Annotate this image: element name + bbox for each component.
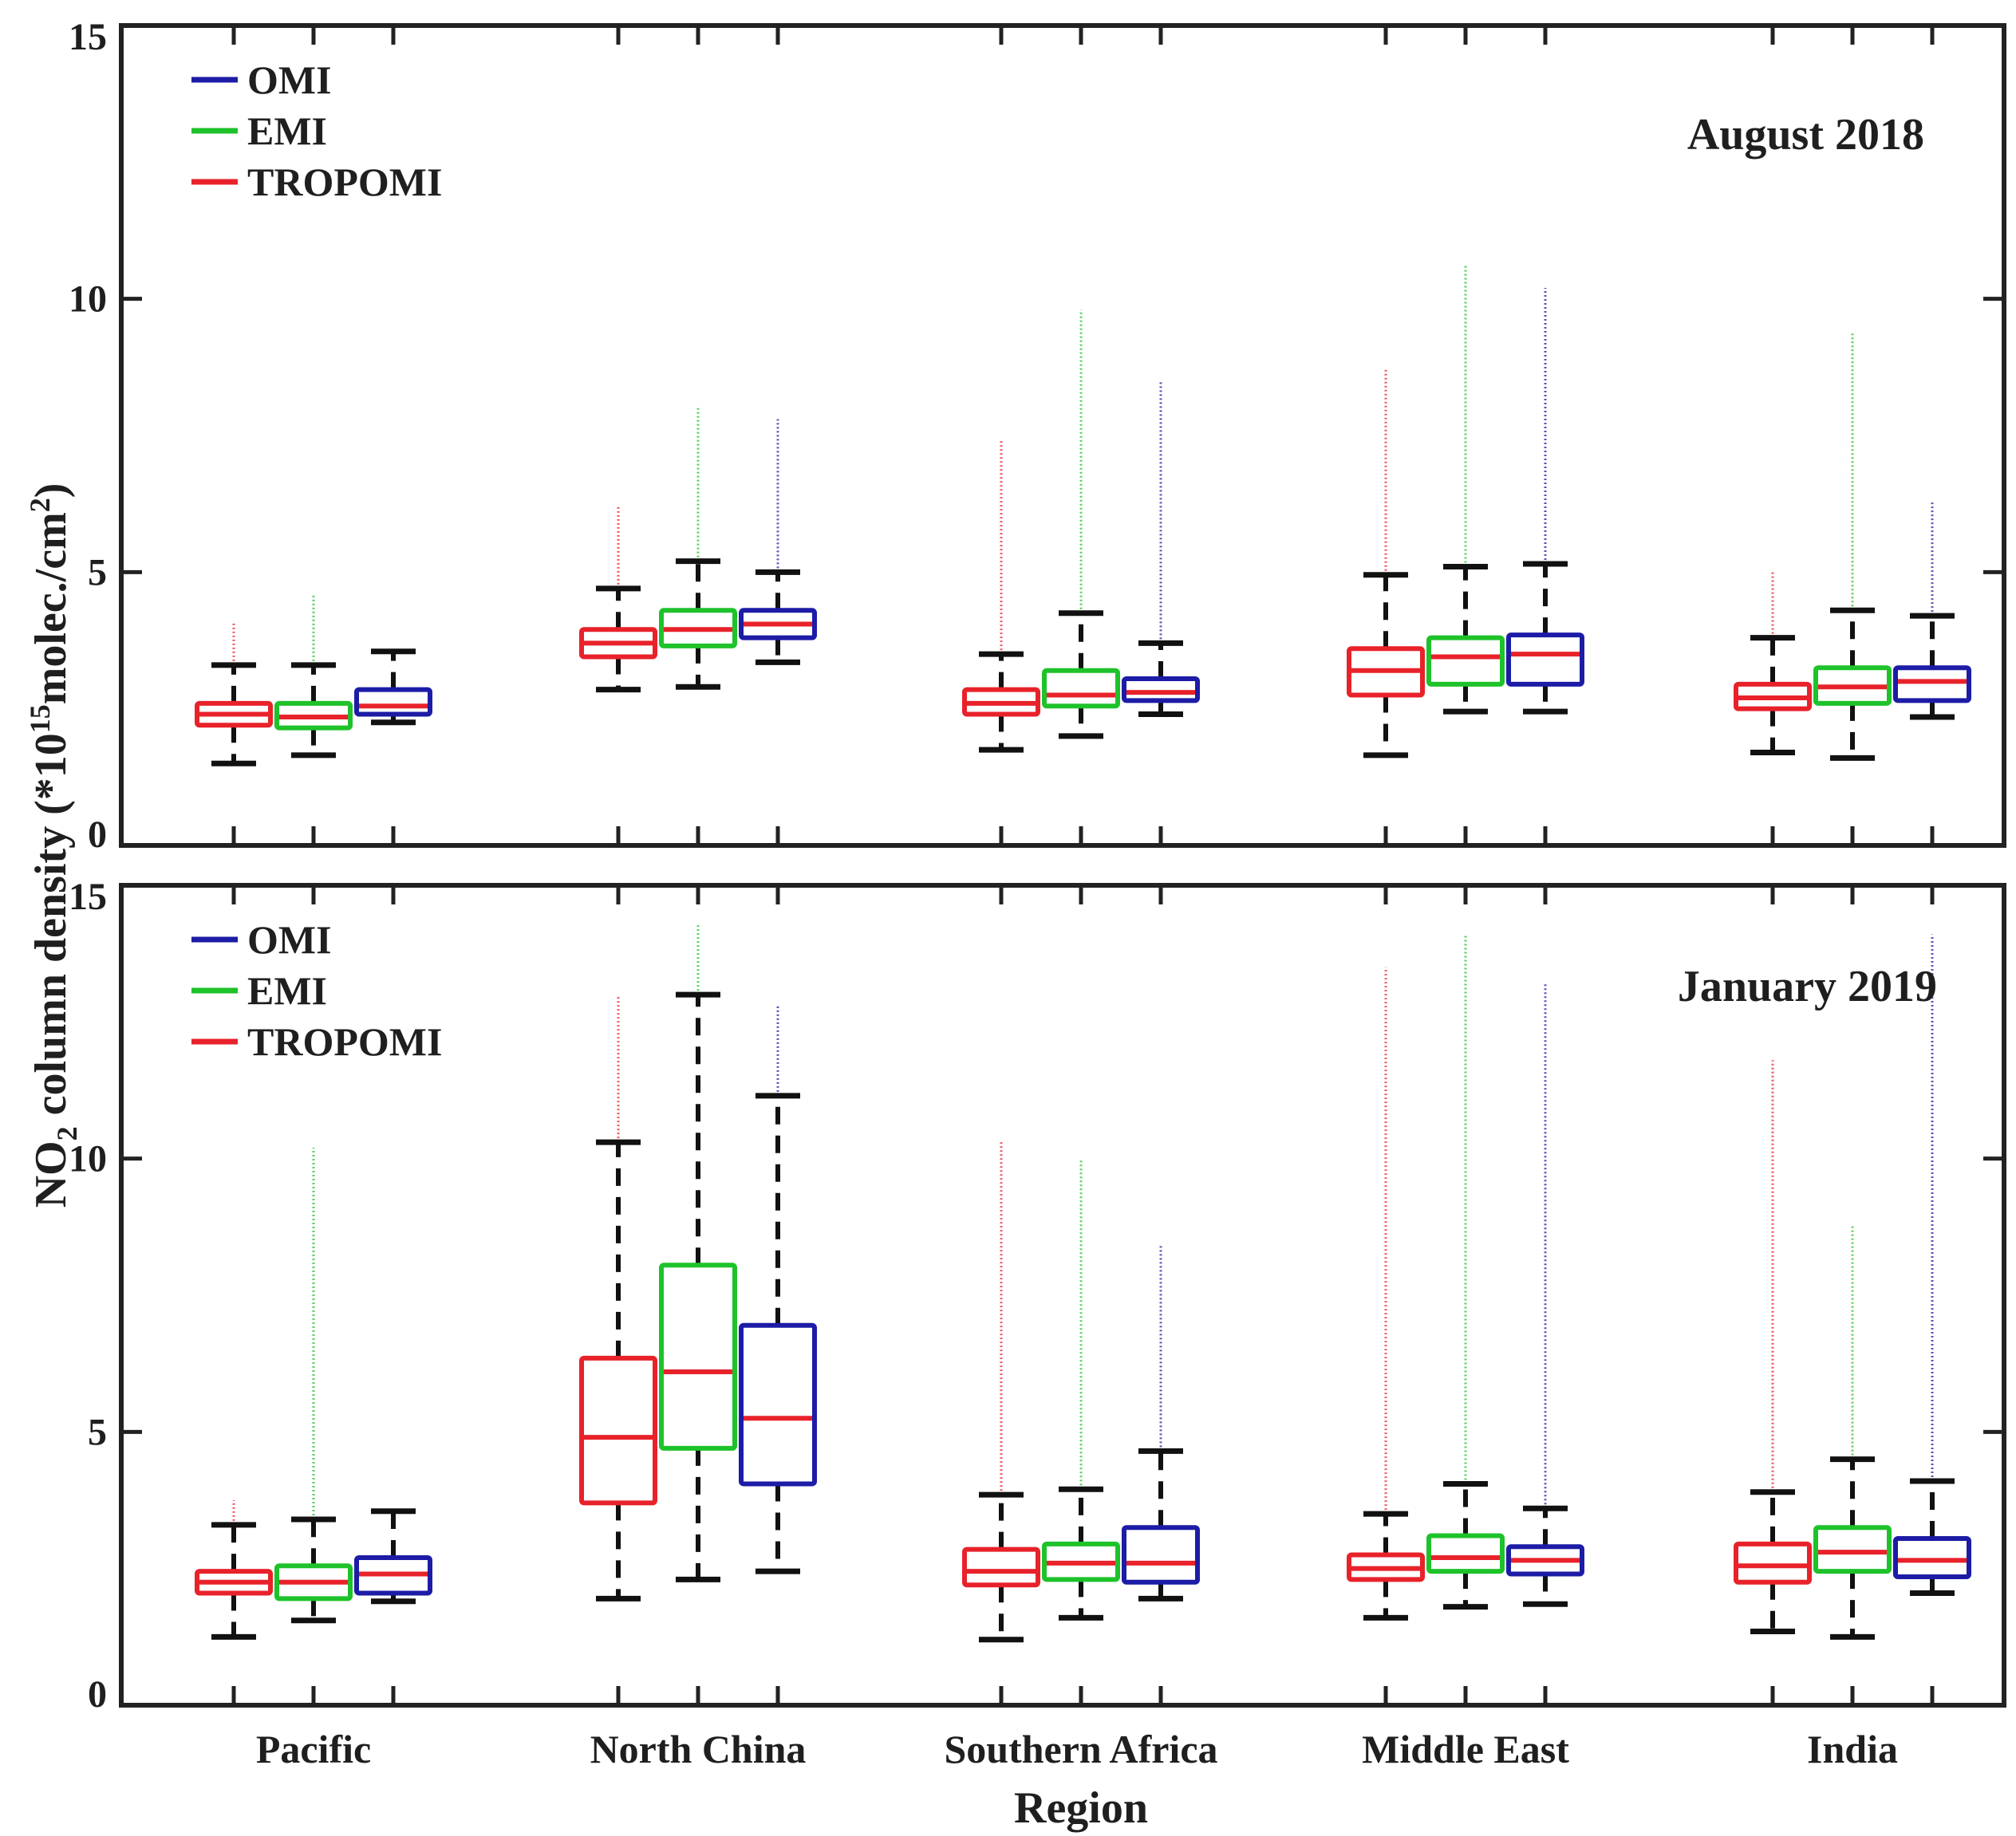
y-tick-label: 10	[69, 278, 107, 321]
y-axis-label: NO2 column density (*1015molec./cm2)	[24, 483, 83, 1208]
box-india-emi	[1813, 1525, 1892, 1574]
ylabel-post1: molec./cm	[26, 512, 76, 704]
box-north-china-tropomi	[579, 1355, 657, 1506]
y-tick-label: 15	[69, 876, 107, 918]
legend-label-emi: EMI	[247, 108, 327, 153]
box-india-omi	[1893, 665, 1971, 703]
ylabel-sup1: 15	[24, 704, 56, 733]
ylabel-sub: 2	[51, 1126, 83, 1141]
box-southern-africa-omi	[1122, 1525, 1200, 1585]
legend-label-omi: OMI	[247, 57, 332, 102]
legend-label-tropomi: TROPOMI	[247, 1019, 442, 1064]
box-north-china-omi	[739, 1322, 817, 1487]
box-north-china-emi	[659, 1263, 737, 1451]
axes-frame	[119, 23, 2006, 848]
panel-title: August 2018	[1687, 110, 1924, 160]
y-tick-label: 5	[88, 551, 107, 593]
x-tick-labels: Pacific North China Southern Africa Middle …	[256, 1727, 1898, 1771]
ylabel-pre: NO	[26, 1141, 76, 1208]
box-pacific-omi	[354, 687, 432, 717]
legend-label-tropomi: TROPOMI	[247, 160, 442, 204]
x-tick-label-india: India	[1807, 1727, 1898, 1771]
panel-title: January 2019	[1678, 962, 1937, 1011]
x-tick-label-southern-africa: Southern Africa	[944, 1727, 1217, 1771]
x-tick-label-north-china: North China	[590, 1727, 807, 1771]
box-southern-africa-emi	[1042, 668, 1120, 709]
x-axis-label: Region	[1014, 1783, 1148, 1833]
box-india-omi	[1893, 1535, 1971, 1579]
x-tick-label-pacific: Pacific	[256, 1727, 371, 1771]
y-tick-label: 10	[69, 1138, 107, 1180]
ylabel-end: )	[26, 483, 76, 498]
y-tick-label: 5	[88, 1411, 107, 1453]
panel-august-2018: 0 5 10 15 OMI EMI TROPOMI August 2018	[69, 16, 2006, 856]
box-southern-africa-omi	[1122, 676, 1200, 703]
legend-label-emi: EMI	[247, 968, 327, 1013]
box-india-tropomi	[1734, 1541, 1812, 1585]
ylabel-mid: column density (*10	[26, 733, 76, 1126]
box-southern-africa-tropomi	[962, 1546, 1040, 1588]
y-tick-label: 15	[69, 16, 107, 58]
panel-january-2019: 0 5 10 15 OMI EMI TROPOMI January 2019	[69, 876, 2006, 1716]
axes-frame	[119, 883, 2006, 1708]
ylabel-sup2: 2	[24, 498, 56, 512]
x-tick-label-middle-east: Middle East	[1362, 1727, 1569, 1771]
box-middle-east-emi	[1426, 1533, 1505, 1574]
legend-label-omi: OMI	[247, 917, 332, 962]
box-middle-east-omi	[1506, 632, 1584, 687]
box-middle-east-emi	[1426, 635, 1505, 687]
y-tick-label: 0	[88, 814, 107, 856]
y-tick-label: 0	[88, 1673, 107, 1716]
